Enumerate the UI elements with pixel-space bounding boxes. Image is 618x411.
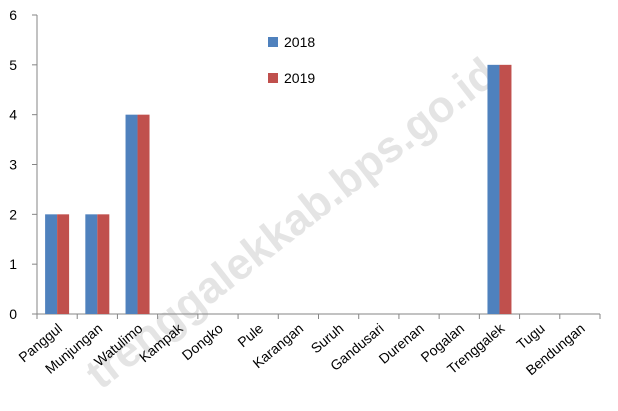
- bar: [487, 64, 500, 314]
- x-tick-label: Pule: [234, 320, 266, 350]
- bar: [125, 114, 138, 315]
- x-tick-label: Durenan: [376, 320, 427, 367]
- bar: [97, 214, 110, 314]
- bar: [499, 64, 512, 314]
- x-tick-label: Tugu: [513, 320, 547, 352]
- bar: [137, 114, 150, 315]
- y-tick-label: 3: [9, 157, 17, 173]
- y-tick-label: 2: [9, 206, 17, 222]
- legend-label: 2018: [284, 34, 315, 50]
- legend-label: 2019: [284, 70, 315, 86]
- legend-swatch: [268, 73, 278, 83]
- y-tick-label: 0: [9, 306, 17, 322]
- legend-swatch: [268, 37, 278, 47]
- bar: [57, 214, 70, 314]
- y-tick-label: 4: [9, 107, 17, 123]
- y-tick-label: 1: [9, 256, 17, 272]
- bar: [85, 214, 98, 314]
- bar: [45, 214, 58, 314]
- y-tick-label: 5: [9, 57, 17, 73]
- y-tick-label: 6: [9, 7, 17, 23]
